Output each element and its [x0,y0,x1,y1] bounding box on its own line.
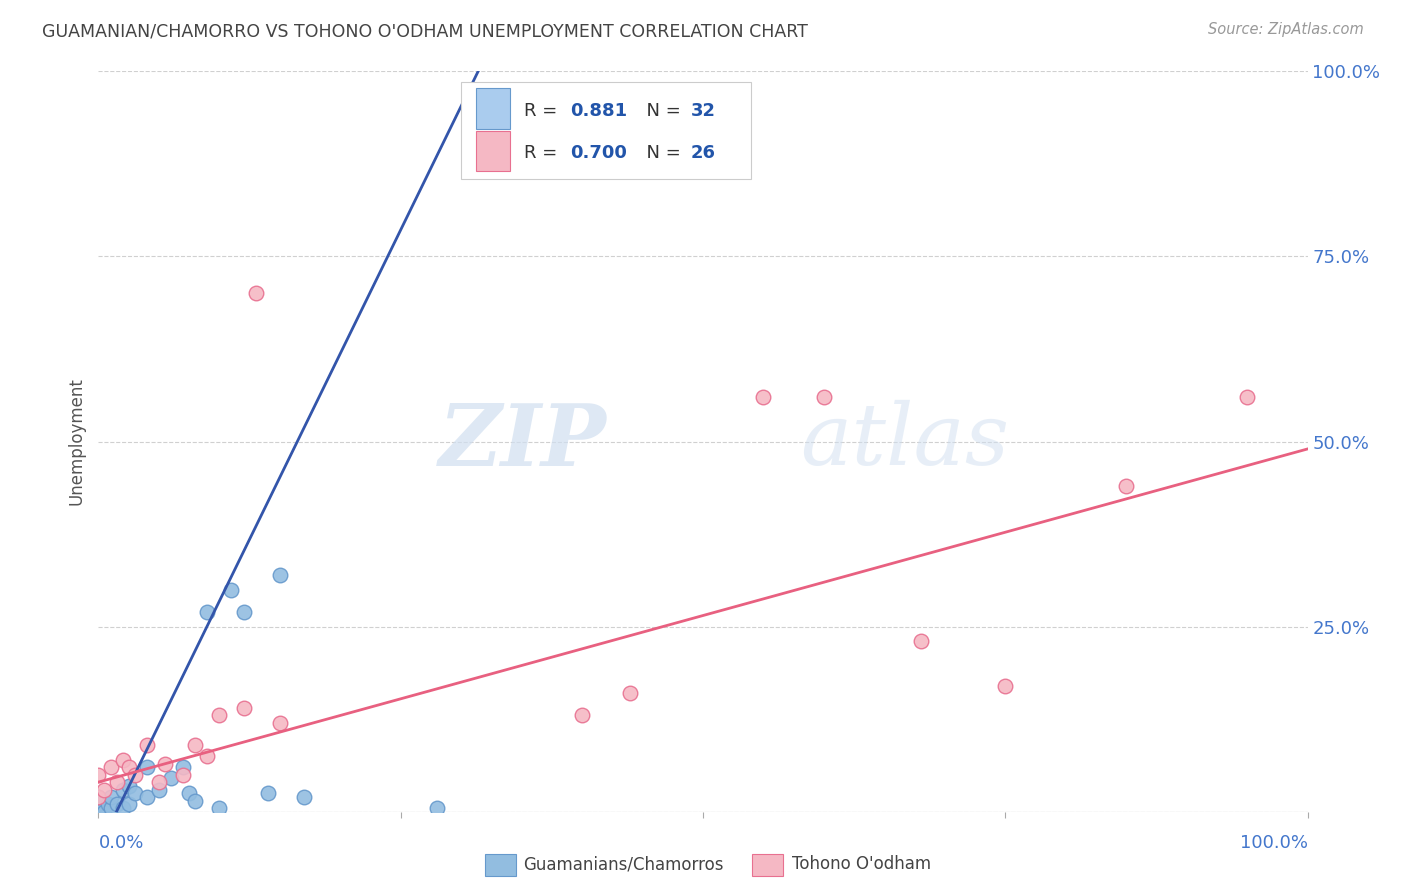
Point [195,749,218,764]
Text: R =: R = [524,144,562,161]
Point [87,767,110,781]
Text: 0.0%: 0.0% [98,834,143,852]
Point [184,738,207,752]
Point [172,760,194,774]
Point [93,782,115,797]
Point [1115,479,1137,493]
Point [245,286,267,301]
Point [910,634,932,648]
Point [124,786,146,800]
Point [195,605,218,619]
Point [208,708,231,723]
Point [232,701,254,715]
Text: 100.0%: 100.0% [1240,834,1308,852]
Point [111,753,134,767]
Point [208,801,231,815]
FancyBboxPatch shape [475,88,509,129]
Text: Tohono O'odham: Tohono O'odham [792,855,931,873]
FancyBboxPatch shape [475,130,509,171]
Point [269,567,291,582]
Point [153,756,176,771]
Point [118,779,141,793]
Point [105,797,128,812]
Point [994,679,1017,693]
Point [87,805,110,819]
Point [221,582,243,597]
Point [813,390,835,404]
Text: atlas: atlas [800,401,1010,483]
Text: R =: R = [524,102,562,120]
Text: Source: ZipAtlas.com: Source: ZipAtlas.com [1208,22,1364,37]
Point [100,789,122,804]
Point [256,786,278,800]
Text: 26: 26 [690,144,716,161]
Point [87,805,110,819]
Point [93,805,115,819]
Point [118,760,141,774]
Point [148,775,170,789]
Point [160,772,183,786]
Point [100,801,122,815]
Point [87,797,110,812]
Point [232,605,254,619]
Text: 32: 32 [690,102,716,120]
Point [184,794,207,808]
Text: Guamanians/Chamorros: Guamanians/Chamorros [523,855,724,873]
Point [111,782,134,797]
Point [269,715,291,730]
Point [426,801,449,815]
Point [571,708,593,723]
Text: N =: N = [636,144,686,161]
Point [100,760,122,774]
Point [87,789,110,804]
Text: 0.700: 0.700 [569,144,627,161]
Text: N =: N = [636,102,686,120]
Point [111,801,134,815]
Point [292,789,315,804]
Point [87,789,110,804]
Point [135,760,157,774]
Text: 0.881: 0.881 [569,102,627,120]
Point [105,775,128,789]
Point [97,797,120,812]
Text: GUAMANIAN/CHAMORRO VS TOHONO O'ODHAM UNEMPLOYMENT CORRELATION CHART: GUAMANIAN/CHAMORRO VS TOHONO O'ODHAM UNE… [42,22,808,40]
FancyBboxPatch shape [461,82,751,178]
Point [148,782,170,797]
Text: ZIP: ZIP [439,400,606,483]
Point [118,797,141,812]
Point [87,801,110,815]
Point [87,805,110,819]
Point [179,786,201,800]
Point [135,738,157,752]
Point [752,390,775,404]
Y-axis label: Unemployment: Unemployment [67,377,86,506]
Point [87,805,110,819]
Point [124,767,146,781]
Point [135,789,157,804]
Point [1236,390,1258,404]
Point [172,767,194,781]
Point [619,686,641,700]
